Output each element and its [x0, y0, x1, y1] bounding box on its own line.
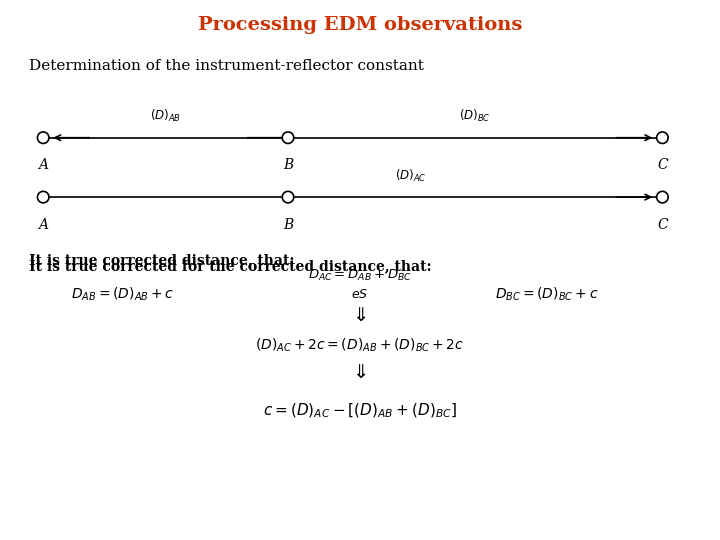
Ellipse shape	[657, 132, 668, 144]
Ellipse shape	[37, 132, 49, 144]
Text: C: C	[657, 218, 667, 232]
Text: It is true corrected for the corrected distance, that:: It is true corrected for the corrected d…	[29, 259, 431, 273]
Text: $c = (D)_{AC} - [(D)_{AB} + (D)_{BC}]$: $c = (D)_{AC} - [(D)_{AB} + (D)_{BC}]$	[263, 401, 457, 420]
Ellipse shape	[282, 132, 294, 144]
Text: $(D)_{AC}$: $(D)_{AC}$	[395, 167, 426, 184]
Text: B: B	[283, 218, 293, 232]
Text: C: C	[657, 158, 667, 172]
Text: $D_{AC} = D_{AB} + D_{BC}$: $D_{AC} = D_{AB} + D_{BC}$	[308, 268, 412, 283]
Text: It is true corrected distance, that:: It is true corrected distance, that:	[29, 253, 294, 267]
Text: Determination of the instrument-reflector constant: Determination of the instrument-reflecto…	[29, 59, 423, 73]
Text: $(D)_{AC} + 2c = (D)_{AB} + (D)_{BC} + 2c$: $(D)_{AC} + 2c = (D)_{AB} + (D)_{BC} + 2…	[256, 337, 464, 354]
Text: $D_{BC} = (D)_{BC} + c$: $D_{BC} = (D)_{BC} + c$	[495, 286, 599, 303]
Ellipse shape	[282, 191, 294, 203]
Text: $eS$: $eS$	[351, 288, 369, 301]
Text: B: B	[283, 158, 293, 172]
Text: $(D)_{BC}$: $(D)_{BC}$	[459, 108, 491, 124]
Text: ⇓: ⇓	[352, 306, 368, 326]
Text: A: A	[38, 218, 48, 232]
Text: Processing EDM observations: Processing EDM observations	[198, 16, 522, 34]
Text: A: A	[38, 158, 48, 172]
Text: ⇓: ⇓	[352, 363, 368, 382]
Ellipse shape	[37, 191, 49, 203]
Text: $(D)_{AB}$: $(D)_{AB}$	[150, 108, 181, 124]
Text: $D_{AB} = (D)_{AB} + c$: $D_{AB} = (D)_{AB} + c$	[71, 286, 174, 303]
Ellipse shape	[657, 191, 668, 203]
